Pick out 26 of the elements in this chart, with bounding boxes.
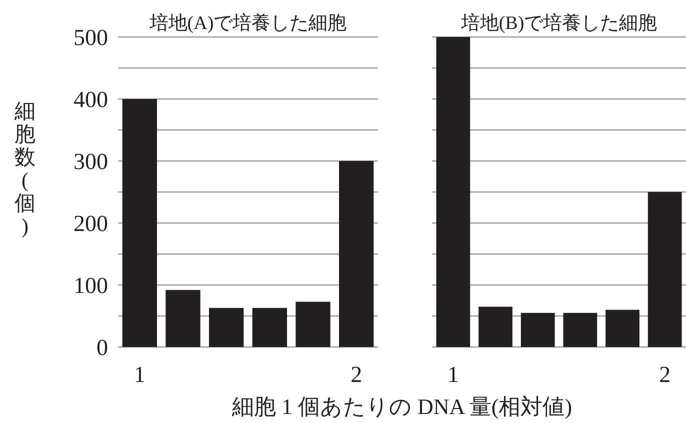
bar (606, 310, 640, 347)
y-axis-title: 細胞数(個) (14, 99, 36, 238)
bar (436, 37, 470, 347)
bar (252, 308, 287, 347)
bar (520, 312, 555, 347)
y-tick-label: 300 (74, 149, 108, 174)
bar (296, 302, 330, 347)
x-tick-label: 1 (134, 362, 146, 387)
y-tick-label: 500 (74, 25, 108, 50)
bar (563, 312, 598, 347)
bar (478, 306, 512, 347)
bar (339, 161, 374, 347)
x-axis-title: 細胞 1 個あたりの DNA 量(相対値) (230, 394, 572, 419)
y-tick-label: 0 (96, 335, 108, 360)
chart-title: 培地(A)で培養した細胞 (148, 12, 347, 34)
x-tick-label: 1 (447, 362, 459, 387)
bar (648, 192, 682, 347)
y-tick-label: 100 (74, 273, 108, 298)
chart-title: 培地(B)で培養した細胞 (460, 12, 658, 34)
bar (166, 290, 200, 347)
y-tick-label: 200 (74, 211, 108, 236)
bar (122, 99, 157, 347)
y-tick-label: 400 (74, 87, 108, 112)
x-tick-label: 2 (659, 362, 671, 387)
bar (209, 308, 244, 347)
x-tick-label: 2 (350, 362, 362, 387)
